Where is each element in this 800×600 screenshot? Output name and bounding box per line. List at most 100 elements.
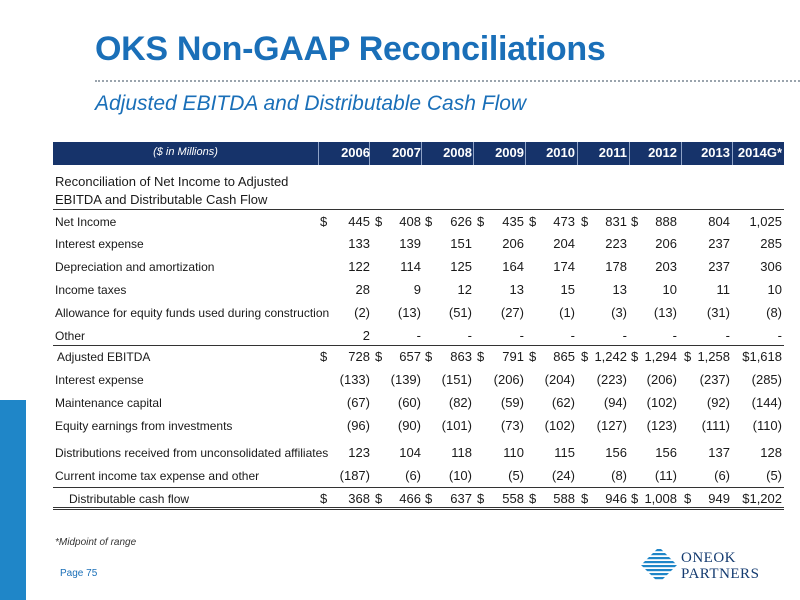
table-cell: (102) (544, 418, 575, 433)
row-label: Distributable cash flow (69, 492, 190, 506)
dollar-sign: $ (425, 349, 433, 364)
table-cell: (31) (706, 305, 730, 320)
table-cell: (8) (766, 305, 782, 320)
dollar-sign: $ (375, 349, 383, 364)
row-label: Interest expense (55, 237, 144, 251)
dollar-sign: $ (581, 214, 589, 229)
table-row: Maintenance capital (67) (60) (82) (59) (62) (… (53, 394, 784, 412)
table-cell: 139 (399, 236, 421, 251)
table-row: Distributions received from unconsolidat… (53, 444, 784, 462)
row-rule (53, 487, 784, 488)
table-cell: - (777, 328, 782, 343)
table-cell: 122 (348, 259, 370, 274)
table-cell: 128 (760, 445, 782, 460)
table-cell: - (570, 328, 575, 343)
table-cell: (6) (714, 468, 730, 483)
table-cell: (51) (448, 305, 472, 320)
page-number: Page 75 (60, 568, 98, 579)
table-cell: (6) (405, 468, 421, 483)
table-cell: (8) (611, 468, 627, 483)
dollar-sign: $ (529, 349, 537, 364)
table-cell: 206 (502, 236, 524, 251)
table-cell: 203 (655, 259, 677, 274)
table-cell: 156 (605, 445, 627, 460)
table-cell: 946 (605, 491, 627, 506)
dollar-sign: $ (375, 491, 383, 506)
table-cell: - (622, 328, 627, 343)
table-cell: 804 (708, 214, 730, 229)
table-row: Equity earnings from investments (96) (90)… (53, 417, 784, 435)
dollar-sign: $ (320, 349, 328, 364)
table-row: Interest expense 133 139 151 206 204 223 206 237… (53, 235, 784, 253)
row-label: Allowance for equity funds used during c… (55, 306, 330, 320)
year-header: 2012 (648, 145, 677, 160)
dollar-sign: $ (631, 214, 639, 229)
dollar-sign: $ (425, 214, 433, 229)
table-cell: 156 (655, 445, 677, 460)
table-cell: (123) (646, 418, 677, 433)
row-label: Current income tax expense and other (55, 469, 260, 483)
header-separator (369, 142, 370, 165)
table-cell: (27) (500, 305, 524, 320)
table-cell: 123 (348, 445, 370, 460)
company-logo: ONEOK PARTNERS (640, 546, 790, 586)
dollar-sign: $ (529, 491, 537, 506)
dollar-sign: $ (684, 491, 692, 506)
table-cell: $1,202 (742, 491, 782, 506)
dollar-sign: $ (477, 214, 485, 229)
dollar-sign: $ (375, 214, 383, 229)
dollar-sign: $ (631, 349, 639, 364)
table-cell: 10 (767, 282, 782, 297)
table-cell: (94) (603, 395, 627, 410)
table-cell: (59) (500, 395, 524, 410)
dollar-sign: $ (320, 214, 328, 229)
header-separator (577, 142, 578, 165)
table-row: Current income tax expense and other (187… (53, 467, 784, 485)
table-cell: 13 (612, 282, 627, 297)
table-header: ($ in Millions) 2006 2007 2008 2009 2010 2011… (53, 142, 784, 165)
dollar-sign: $ (581, 491, 589, 506)
table-cell: (73) (500, 418, 524, 433)
row-label: Other (55, 329, 86, 343)
table-cell: (60) (397, 395, 421, 410)
table-row: Distributable cash flow $ $ $ $ $ $ $ $368 466 637… (53, 490, 784, 508)
table-cell: (187) (339, 468, 370, 483)
table-cell: 588 (553, 491, 575, 506)
table-cell: (111) (701, 418, 730, 433)
header-separator (732, 142, 733, 165)
section-title-line1: Reconciliation of Net Income to Adjusted (55, 174, 289, 189)
table-cell: 237 (708, 236, 730, 251)
table-cell: - (725, 328, 730, 343)
table-cell: - (672, 328, 677, 343)
year-header: 2007 (392, 145, 421, 160)
table-cell: 110 (503, 445, 524, 460)
table-cell: 888 (655, 214, 677, 229)
table-cell: - (519, 328, 524, 343)
table-cell: (5) (766, 468, 782, 483)
footnote: *Midpoint of range (55, 537, 137, 548)
table-cell: (1) (559, 305, 575, 320)
row-label: Equity earnings from investments (55, 419, 233, 433)
table-cell: 473 (553, 214, 575, 229)
table-cell: (82) (448, 395, 472, 410)
table-cell: (13) (397, 305, 421, 320)
table-row: Allowance for equity funds used during c… (53, 304, 784, 322)
table-cell: 13 (509, 282, 524, 297)
year-header: 2013 (701, 145, 730, 160)
row-label: Distributions received from unconsolidat… (55, 446, 329, 460)
table-cell: (90) (397, 418, 421, 433)
section-rule (53, 209, 784, 210)
table-cell: 558 (502, 491, 524, 506)
page-title: OKS Non-GAAP Reconciliations (95, 30, 606, 68)
row-label: Maintenance capital (55, 396, 162, 410)
table-cell: 408 (399, 214, 421, 229)
row-label: Interest expense (55, 373, 144, 387)
title-divider (95, 80, 800, 82)
table-cell: (67) (346, 395, 370, 410)
dollar-sign: $ (581, 349, 589, 364)
table-cell: $1,618 (742, 349, 782, 364)
table-cell: 285 (760, 236, 782, 251)
year-header: 2006 (341, 145, 370, 160)
table-cell: 865 (553, 349, 575, 364)
year-header: 2014G* (737, 145, 782, 160)
